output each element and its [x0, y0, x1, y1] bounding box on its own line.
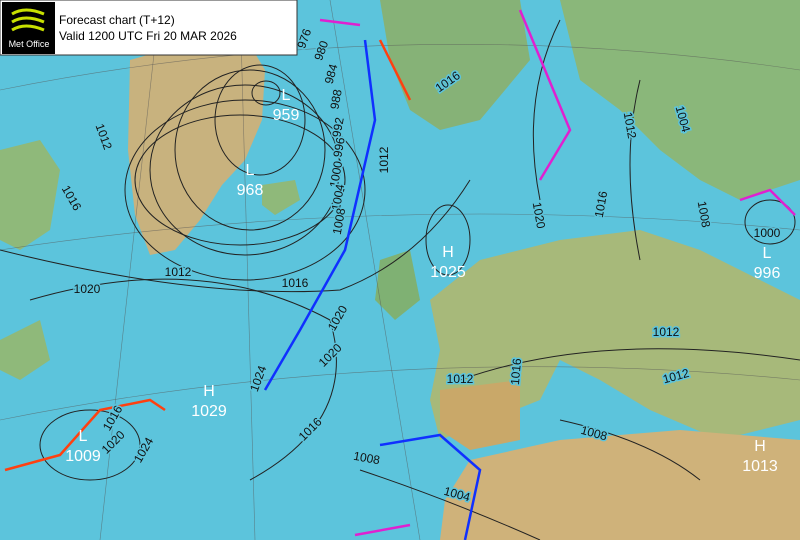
isobar-label: 1020 — [530, 201, 548, 230]
logo: Met Office — [9, 39, 50, 49]
header-box: Met Office Forecast chart (T+12) Valid 1… — [0, 0, 298, 56]
isobar-label: 1012 — [165, 265, 192, 279]
center-kind: L — [282, 87, 291, 104]
fronts — [4, 9, 796, 541]
center-pressure: 1029 — [191, 403, 227, 420]
center-kind: H — [203, 383, 215, 400]
center-pressure: 1009 — [65, 448, 101, 465]
isobar-label: 1000 — [327, 160, 345, 189]
valid-time: Valid 1200 UTC Fri 20 MAR 2026 — [59, 29, 237, 43]
isobar-label: 1008 — [352, 449, 381, 467]
center-pressure: 959 — [273, 107, 300, 124]
isobar-label: 1008 — [695, 200, 713, 229]
center-kind: H — [442, 244, 454, 261]
isobar-label: 1012 — [377, 146, 391, 173]
isobar-label: 1016 — [282, 276, 309, 290]
center-kind: L — [79, 428, 88, 445]
isobar-label: 1012 — [653, 325, 680, 339]
isobar-label: 1004 — [329, 183, 347, 212]
isobar-label: 1012 — [621, 111, 639, 140]
isobar-label: 988 — [327, 88, 344, 110]
center-kind: L — [763, 245, 772, 262]
isobar-label: 1016 — [508, 357, 524, 385]
center-pressure: 1013 — [742, 458, 778, 475]
isobar-label: 996 — [330, 136, 347, 158]
center-pressure: 968 — [237, 182, 264, 199]
center-kind: L — [246, 162, 255, 179]
isobar-label: 984 — [322, 62, 341, 85]
center-pressure: 996 — [754, 265, 781, 282]
isobars — [0, 19, 800, 541]
isobar-label: 1012 — [447, 372, 474, 386]
isobar-label: 1008 — [330, 207, 348, 236]
isobar-label: 1000 — [754, 226, 781, 240]
isobar-label: 1016 — [592, 190, 610, 219]
center-pressure: 1025 — [430, 264, 466, 281]
title: Forecast chart (T+12) — [59, 13, 175, 27]
center-kind: H — [754, 438, 766, 455]
isobar-label: 1020 — [74, 282, 101, 296]
isobar-label: 992 — [329, 116, 346, 138]
